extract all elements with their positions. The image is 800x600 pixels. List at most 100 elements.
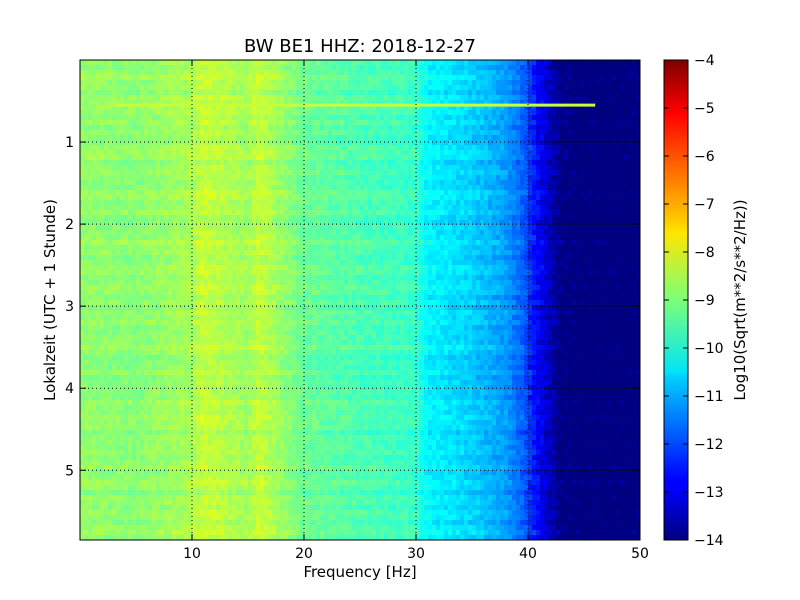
heatmap-cell [112,125,117,131]
heatmap-cell [524,160,529,166]
heatmap-cell [404,110,409,116]
heatmap-cell [344,195,349,201]
heatmap-cell [432,185,437,191]
heatmap-cell [136,115,141,121]
heatmap-cell [596,120,601,126]
heatmap-cell [508,160,513,166]
heatmap-cell [584,70,589,76]
heatmap-cell [204,65,209,71]
heatmap-cell [636,110,640,116]
heatmap-cell [512,80,517,86]
heatmap-cell [124,185,129,191]
heatmap-cell [84,175,89,181]
heatmap-cell [476,95,481,101]
heatmap-cell [144,140,149,146]
heatmap-cell [120,100,125,106]
heatmap-cell [468,210,473,216]
heatmap-cell [384,110,389,116]
heatmap-cell [296,75,301,81]
heatmap-cell [216,60,221,66]
heatmap-cell [372,110,377,116]
heatmap-cell [392,130,397,136]
heatmap-cell [340,170,345,176]
heatmap-cell [344,95,349,101]
heatmap-cell [236,90,241,96]
heatmap-cell [364,80,369,86]
heatmap-cell [540,180,545,186]
heatmap-cell [300,60,305,66]
heatmap-cell [636,70,640,76]
heatmap-cell [348,175,353,181]
heatmap-cell [612,225,617,231]
heatmap-cell [500,230,505,236]
heatmap-cell [312,75,317,81]
heatmap-cell [248,145,253,151]
heatmap-cell [156,110,161,116]
heatmap-cell [428,170,433,176]
heatmap-cell [104,220,109,226]
heatmap-cell [444,115,449,121]
heatmap-cell [212,125,217,131]
heatmap-cell [240,170,245,176]
heatmap-cell [416,60,421,66]
heatmap-cell [472,60,477,66]
heatmap-cell [568,65,573,71]
heatmap-cell [172,215,177,221]
heatmap-cell [192,105,197,111]
heatmap-cell [180,80,185,86]
heatmap-cell [256,150,261,156]
heatmap-cell [324,80,329,86]
heatmap-cell [412,190,417,196]
heatmap-cell [100,130,105,136]
heatmap-cell [332,165,337,171]
heatmap-cell [620,220,625,226]
heatmap-cell [168,170,173,176]
heatmap-cell [288,220,293,226]
heatmap-cell [560,150,565,156]
heatmap-cell [180,140,185,146]
heatmap-cell [108,195,113,201]
heatmap-cell [332,215,337,221]
heatmap-cell [520,135,525,141]
heatmap-cell [268,80,273,86]
heatmap-cell [212,185,217,191]
heatmap-cell [448,60,453,66]
heatmap-cell [508,200,513,206]
heatmap-cell [612,175,617,181]
heatmap-cell [448,230,453,236]
heatmap-cell [380,195,385,201]
heatmap-cell [576,120,581,126]
heatmap-cell [616,130,621,136]
heatmap-cell [380,205,385,211]
heatmap-cell [388,70,393,76]
heatmap-cell [300,195,305,201]
heatmap-cell [484,120,489,126]
heatmap-cell [552,165,557,171]
heatmap-cell [208,120,213,126]
heatmap-cell [428,225,433,231]
heatmap-cell [496,180,501,186]
heatmap-cell [624,80,629,86]
heatmap-cell [256,225,261,231]
heatmap-cell [588,60,593,66]
heatmap-cell [480,135,485,141]
heatmap-cell [432,95,437,101]
heatmap-cell [92,235,97,241]
heatmap-cell [360,180,365,186]
heatmap-cell [288,200,293,206]
heatmap-cell [512,65,517,71]
heatmap-cell [228,145,233,151]
heatmap-cell [636,135,640,141]
heatmap-cell [468,160,473,166]
heatmap-cell [140,175,145,181]
heatmap-cell [612,180,617,186]
heatmap-cell [204,180,209,186]
heatmap-cell [240,75,245,81]
heatmap-cell [528,215,533,221]
heatmap-cell [304,160,309,166]
heatmap-cell [432,125,437,131]
heatmap-cell [192,170,197,176]
heatmap-cell [372,115,377,121]
heatmap-cell [232,235,237,241]
heatmap-cell [412,70,417,76]
